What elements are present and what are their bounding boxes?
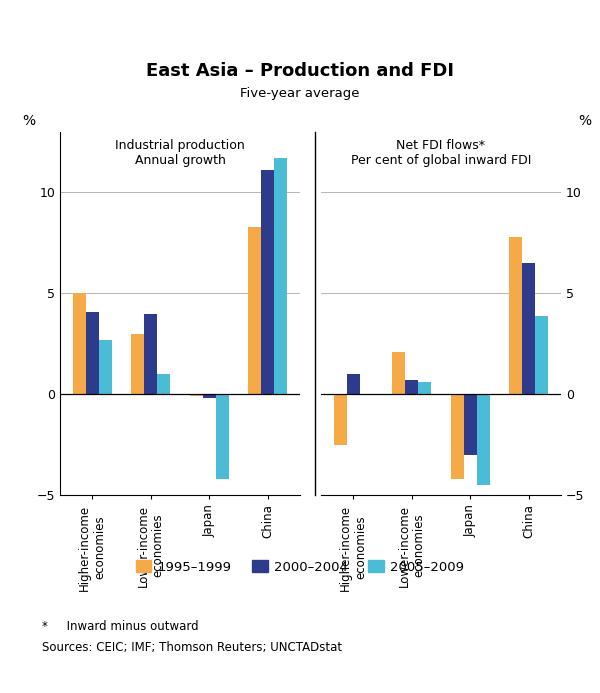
Bar — [131, 334, 144, 394]
Bar — [509, 237, 523, 394]
Bar — [334, 394, 347, 445]
Bar — [392, 352, 405, 394]
Bar — [464, 394, 477, 455]
Text: Net FDI flows*
Per cent of global inward FDI: Net FDI flows* Per cent of global inward… — [351, 139, 531, 167]
Bar — [535, 315, 548, 394]
Legend: 1995–1999, 2000–2004, 2005–2009: 1995–1999, 2000–2004, 2005–2009 — [130, 555, 470, 579]
Bar — [523, 263, 535, 394]
Text: %: % — [578, 114, 592, 128]
Text: %: % — [22, 114, 35, 128]
Text: East Asia – Production and FDI: East Asia – Production and FDI — [146, 62, 454, 80]
Bar — [144, 313, 157, 394]
Bar — [157, 374, 170, 394]
Bar — [86, 312, 98, 394]
Bar — [477, 394, 490, 485]
Bar — [262, 170, 274, 394]
Bar — [405, 380, 418, 394]
Bar — [190, 394, 203, 396]
Bar — [216, 394, 229, 480]
Text: Industrial production
Annual growth: Industrial production Annual growth — [115, 139, 245, 167]
Bar — [248, 227, 262, 394]
Bar — [418, 383, 431, 394]
Bar — [347, 374, 359, 394]
Bar — [98, 340, 112, 394]
Text: *     Inward minus outward: * Inward minus outward — [42, 620, 199, 633]
Bar — [73, 293, 86, 394]
Bar — [203, 394, 216, 398]
Text: Sources: CEIC; IMF; Thomson Reuters; UNCTADstat: Sources: CEIC; IMF; Thomson Reuters; UNC… — [42, 641, 342, 654]
Text: Five-year average: Five-year average — [240, 87, 360, 100]
Bar — [274, 158, 287, 394]
Bar — [451, 394, 464, 480]
